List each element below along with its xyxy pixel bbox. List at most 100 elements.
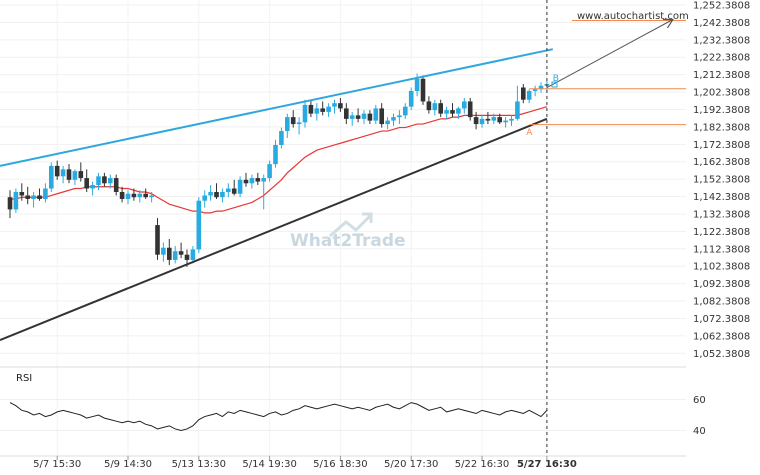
candle xyxy=(426,96,432,114)
y-tick-label: 1,212.3808 xyxy=(693,70,750,81)
candle-body xyxy=(462,101,467,109)
candle-body xyxy=(119,191,125,199)
candle xyxy=(172,245,178,264)
candle-body xyxy=(196,200,202,250)
y-tick-label: 1,102.3808 xyxy=(693,262,750,273)
candle-body xyxy=(361,113,367,119)
candle-body xyxy=(515,101,520,119)
candle-body xyxy=(285,117,290,132)
candle xyxy=(515,85,520,121)
candle-body xyxy=(226,188,231,192)
candle-body xyxy=(332,103,337,107)
candle xyxy=(408,87,414,111)
candle xyxy=(178,242,184,259)
candle xyxy=(521,84,526,104)
candle xyxy=(54,160,60,180)
candle-body xyxy=(326,106,331,112)
y-tick-label: 1,232.3808 xyxy=(693,35,750,46)
rsi-panel: 60 40 xyxy=(0,395,706,437)
lower-trendline xyxy=(0,117,548,341)
candle xyxy=(125,190,131,205)
candle-body xyxy=(66,169,72,180)
y-tick-label: 1,122.3808 xyxy=(693,227,750,238)
y-tick-label: 1,142.3808 xyxy=(693,192,750,203)
candle xyxy=(273,139,278,168)
candle xyxy=(214,183,219,199)
candle-body xyxy=(403,106,408,116)
candle-body xyxy=(190,249,196,260)
y-tick-label: 1,242.3808 xyxy=(693,18,750,29)
pattern-layer: AB xyxy=(0,0,686,456)
candles-layer xyxy=(7,73,550,267)
candle-body xyxy=(54,165,60,177)
candle-body xyxy=(172,251,178,260)
candle xyxy=(43,183,48,203)
point-label-b: B xyxy=(553,74,559,84)
candle-body xyxy=(497,117,502,123)
x-tick-label: 5/22 16:30 xyxy=(455,459,509,470)
candle xyxy=(308,99,314,118)
candle-body xyxy=(167,247,172,260)
candle-body xyxy=(60,169,66,177)
y-tick-label: 1,222.3808 xyxy=(693,53,750,64)
candle-body xyxy=(503,120,508,123)
candle-body xyxy=(314,108,320,114)
candle xyxy=(296,117,302,135)
candle xyxy=(102,172,107,187)
candle-body xyxy=(243,179,249,184)
candle-body xyxy=(231,188,237,194)
candle xyxy=(355,108,361,123)
point-marker-b xyxy=(551,81,558,88)
candle xyxy=(237,176,243,198)
candle-body xyxy=(84,178,89,189)
upper-trendline xyxy=(0,48,554,167)
candle xyxy=(467,97,473,121)
candle-body xyxy=(414,78,420,91)
y-tick-label: 1,192.3808 xyxy=(693,105,750,116)
candle xyxy=(49,162,54,192)
candle xyxy=(7,190,13,219)
candle xyxy=(385,117,390,130)
candle-body xyxy=(397,115,402,118)
candle xyxy=(161,242,166,262)
candle xyxy=(149,191,154,203)
candle-body xyxy=(19,191,25,196)
candle xyxy=(397,110,402,125)
y-tick-label: 1,132.3808 xyxy=(693,209,750,220)
candle-body xyxy=(72,171,78,180)
candle-body xyxy=(161,247,166,255)
y-tick-label: 1,202.3808 xyxy=(693,88,750,99)
y-tick-label: 1,162.3808 xyxy=(693,157,750,168)
candle xyxy=(420,75,426,105)
candle xyxy=(479,115,485,128)
candle-body xyxy=(13,191,19,210)
candle-body xyxy=(208,191,213,196)
x-tick-label: 5/16 18:30 xyxy=(313,459,367,470)
candle-body xyxy=(438,103,443,114)
candle xyxy=(37,188,42,201)
candle-body xyxy=(237,179,243,194)
candle xyxy=(444,106,449,119)
candle xyxy=(243,172,249,187)
candle-body xyxy=(7,197,13,210)
candle-body xyxy=(473,117,479,125)
candle-body xyxy=(131,193,137,198)
x-tick-label: 5/27 16:30 xyxy=(517,459,577,470)
candle-body xyxy=(426,101,432,111)
candle-body xyxy=(137,193,143,198)
candle-body xyxy=(49,165,54,189)
candle xyxy=(450,103,455,118)
candle-body xyxy=(450,110,455,114)
y-tick-label: 1,172.3808 xyxy=(693,140,750,151)
candle xyxy=(302,99,308,128)
x-tick-label: 5/13 13:30 xyxy=(172,459,226,470)
watermark-text: What2Trade xyxy=(290,231,406,251)
rsi-title: RSI xyxy=(16,373,32,384)
candle xyxy=(526,89,532,104)
moving-average-line xyxy=(10,106,548,214)
candle-body xyxy=(308,104,314,114)
candle-body xyxy=(532,89,538,91)
candle-body xyxy=(143,193,148,198)
x-axis: 5/7 15:30 5/9 14:30 5/13 13:30 5/14 19:30 5/… xyxy=(33,456,577,470)
